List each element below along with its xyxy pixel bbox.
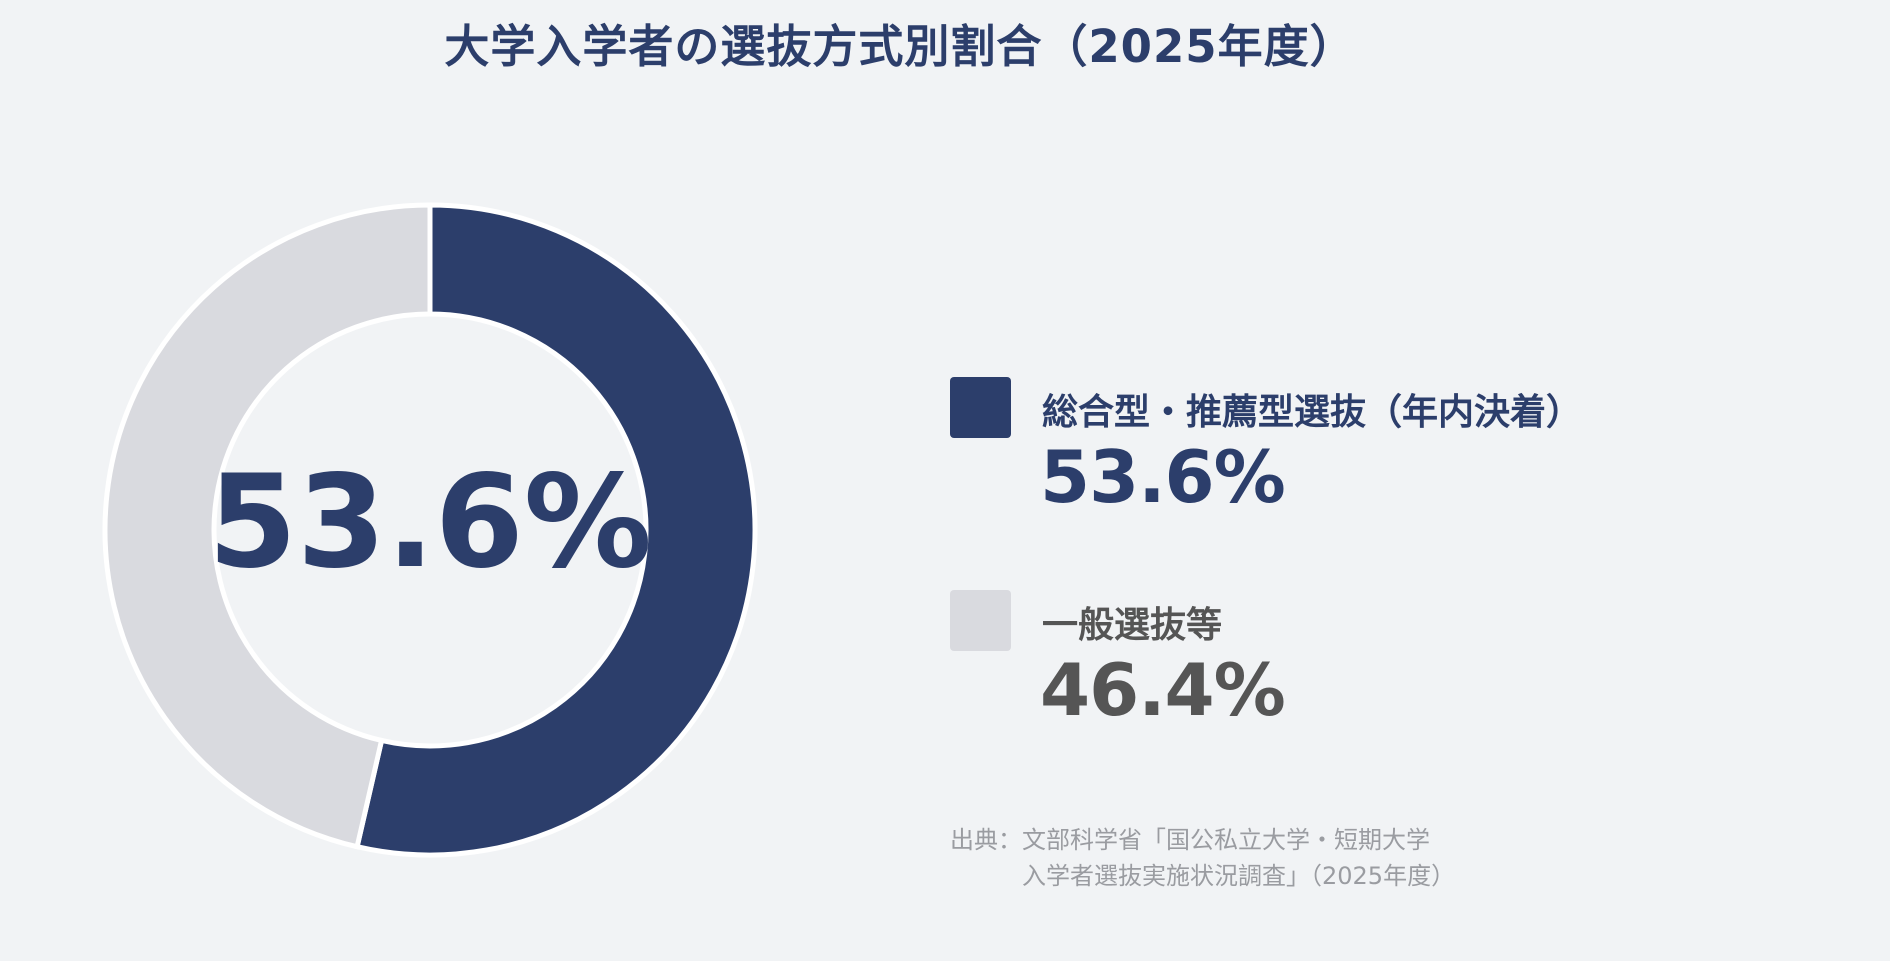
legend-value-general: 46.4% [1040, 648, 1286, 732]
source-line-1: 出典：文部科学省「国公私立大学・短期大学 [950, 826, 1430, 854]
source-line-2: 入学者選抜実施状況調査」（2025年度） [1022, 862, 1456, 890]
legend-label-recommendation: 総合型・推薦型選抜（年内決着） [1042, 392, 1583, 433]
chart-legend: 総合型・推薦型選抜（年内決着） 53.6% 一般選抜等 46.4% [950, 0, 1850, 961]
donut-slice-general [102, 202, 433, 850]
chart-title: 大学入学者の選抜方式別割合（2025年度） [444, 20, 1356, 73]
donut-slice-recommendation [354, 202, 758, 858]
legend-label-general: 一般選抜等 [1042, 605, 1223, 646]
legend-swatch-recommendation [950, 377, 1011, 438]
legend-value-recommendation: 53.6% [1040, 435, 1286, 519]
legend-swatch-general [950, 590, 1011, 651]
source-note: 出典：文部科学省「国公私立大学・短期大学 入学者選抜実施状況調査」（2025年度… [950, 822, 1455, 894]
donut-chart: 53.6% [102, 202, 758, 858]
donut-center-label: 53.6% [208, 448, 652, 597]
